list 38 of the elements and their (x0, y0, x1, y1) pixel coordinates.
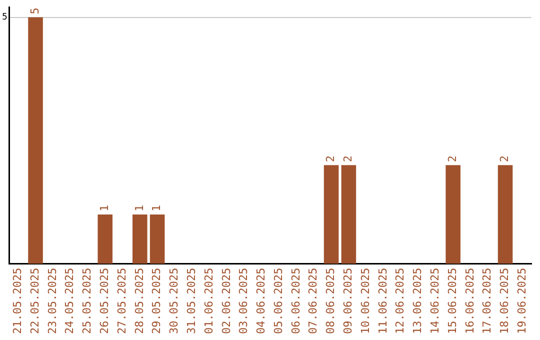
x-tick-label: 17.06.2025 (480, 268, 494, 334)
x-tick-label: 06.06.2025 (289, 268, 302, 334)
data-label: 2 (324, 156, 338, 162)
x-tick-label: 16.06.2025 (463, 268, 476, 334)
x-tick-label: 28.05.2025 (132, 268, 146, 334)
x-tick-label: 18.06.2025 (498, 268, 512, 334)
x-tick-label: 25.05.2025 (80, 268, 94, 334)
x-tick-label: 31.05.2025 (184, 268, 198, 334)
data-label: 2 (498, 156, 512, 162)
x-tick-label: 01.06.2025 (202, 268, 216, 334)
data-label: 1 (132, 204, 146, 212)
data-label: 2 (446, 156, 459, 162)
x-tick-label: 05.06.2025 (272, 268, 285, 334)
x-tick-label: 09.06.2025 (342, 268, 355, 334)
data-label: 1 (98, 204, 111, 212)
x-tick-label: 08.06.2025 (324, 268, 338, 334)
x-tick-label: 19.06.2025 (516, 268, 529, 334)
x-tick-label: 04.06.2025 (254, 268, 268, 334)
x-tick-label: 15.06.2025 (446, 268, 459, 334)
x-tick-label: 12.06.2025 (394, 268, 407, 334)
x-tick-label: 03.06.2025 (237, 268, 250, 334)
x-tick-label: 11.06.2025 (376, 268, 390, 334)
data-label: 1 (150, 204, 164, 212)
x-tick-label: 24.05.2025 (63, 268, 76, 334)
x-tick-label: 21.05.2025 (10, 268, 24, 334)
x-tick-label: 14.06.2025 (428, 268, 442, 334)
x-tick-label: 10.06.2025 (358, 268, 372, 334)
x-tick-label: 27.05.2025 (115, 268, 128, 334)
x-tick-label: 23.05.2025 (46, 268, 59, 334)
x-tick-label: 30.05.2025 (168, 268, 181, 334)
data-label: 2 (342, 156, 355, 162)
x-tick-label: 02.06.2025 (220, 268, 233, 334)
x-tick-label: 29.05.2025 (150, 268, 164, 334)
x-tick-label: 13.06.2025 (411, 268, 424, 334)
x-tick-label: 22.05.2025 (28, 268, 42, 334)
x-tick-label: 26.05.2025 (98, 268, 111, 334)
x-tick-label: 07.06.2025 (306, 268, 320, 334)
data-label: 5 (28, 8, 42, 14)
